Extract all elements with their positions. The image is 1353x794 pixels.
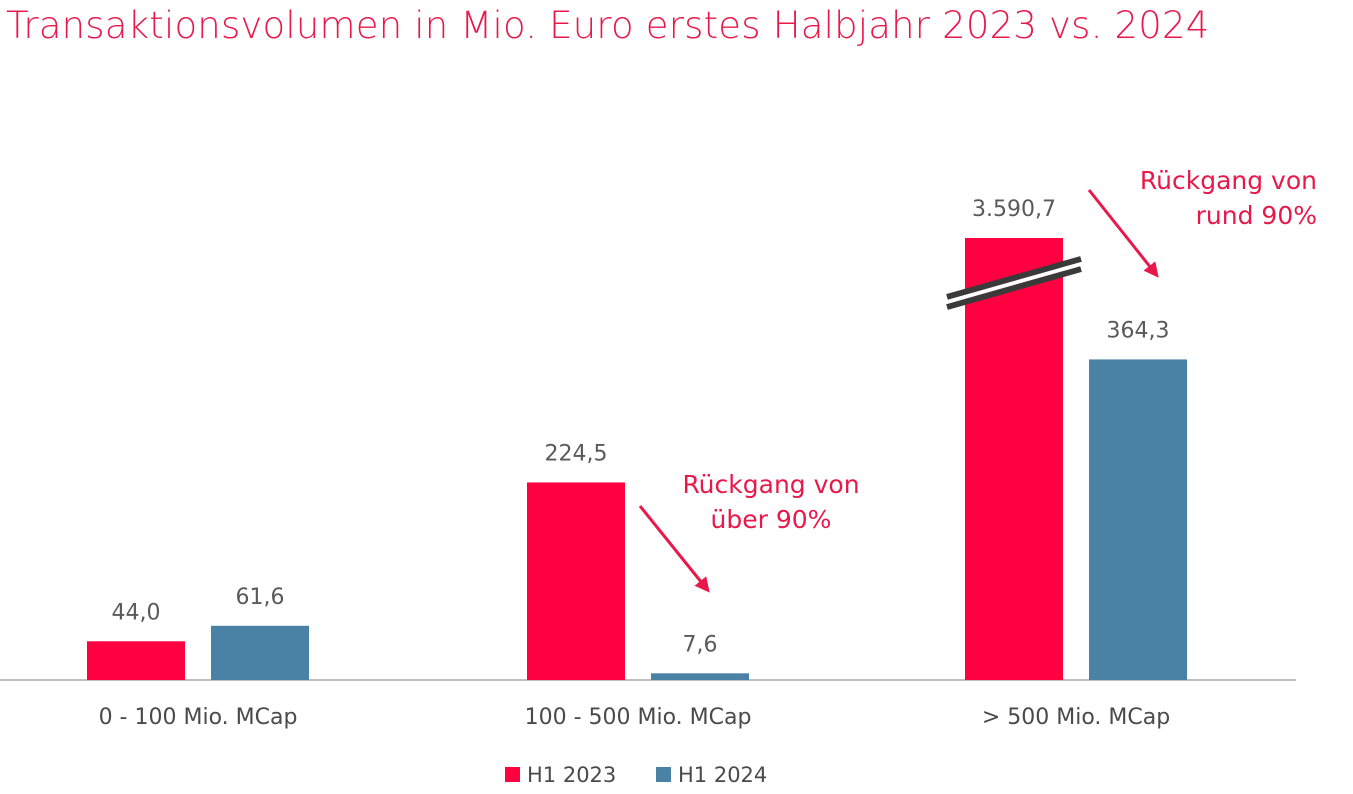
annotation-1-line-2: über 90%	[711, 505, 832, 534]
bar-h1-2023-2	[527, 482, 625, 680]
legend-swatch-h1-2024	[656, 767, 671, 782]
data-label-h1-2023-2: 224,5	[545, 441, 608, 466]
x-tick-label-2: 100 - 500 Mio. MCap	[525, 705, 752, 730]
annotation-2-arrow	[1087, 189, 1159, 278]
bar-h1-2024-2	[651, 673, 749, 680]
x-tick-label-1: 0 - 100 Mio. MCap	[99, 705, 298, 730]
data-label-h1-2023-3: 3.590,7	[972, 197, 1056, 222]
annotation-2-line-1: Rückgang von	[1140, 166, 1317, 195]
axis-break-line-lower	[946, 266, 1082, 310]
annotation-2-line-2: rund 90%	[1196, 201, 1317, 230]
data-label-h1-2024-2: 7,6	[683, 632, 718, 657]
chart-title: Transaktionsvolumen in Mio. Euro erstes …	[6, 4, 1210, 47]
bar-h1-2023-1	[87, 641, 185, 680]
bar-h1-2023-3	[965, 238, 1063, 680]
annotation-1-arrow	[638, 505, 710, 593]
axis-break-gap	[947, 262, 1081, 304]
bar-h1-2024-3	[1089, 359, 1187, 680]
data-label-h1-2024-1: 61,6	[236, 585, 285, 610]
x-tick-label-3: > 500 Mio. MCap	[982, 705, 1170, 730]
legend-label-h1-2023: H1 2023	[527, 763, 616, 787]
legend-label-h1-2024: H1 2024	[678, 763, 767, 787]
legend-swatch-h1-2023	[505, 767, 520, 782]
axis-break-line-upper	[946, 256, 1082, 300]
bar-h1-2024-1	[211, 625, 309, 680]
annotation-1-line-1: Rückgang von	[682, 470, 859, 499]
data-label-h1-2024-3: 364,3	[1107, 318, 1170, 343]
data-label-h1-2023-1: 44,0	[112, 600, 161, 625]
